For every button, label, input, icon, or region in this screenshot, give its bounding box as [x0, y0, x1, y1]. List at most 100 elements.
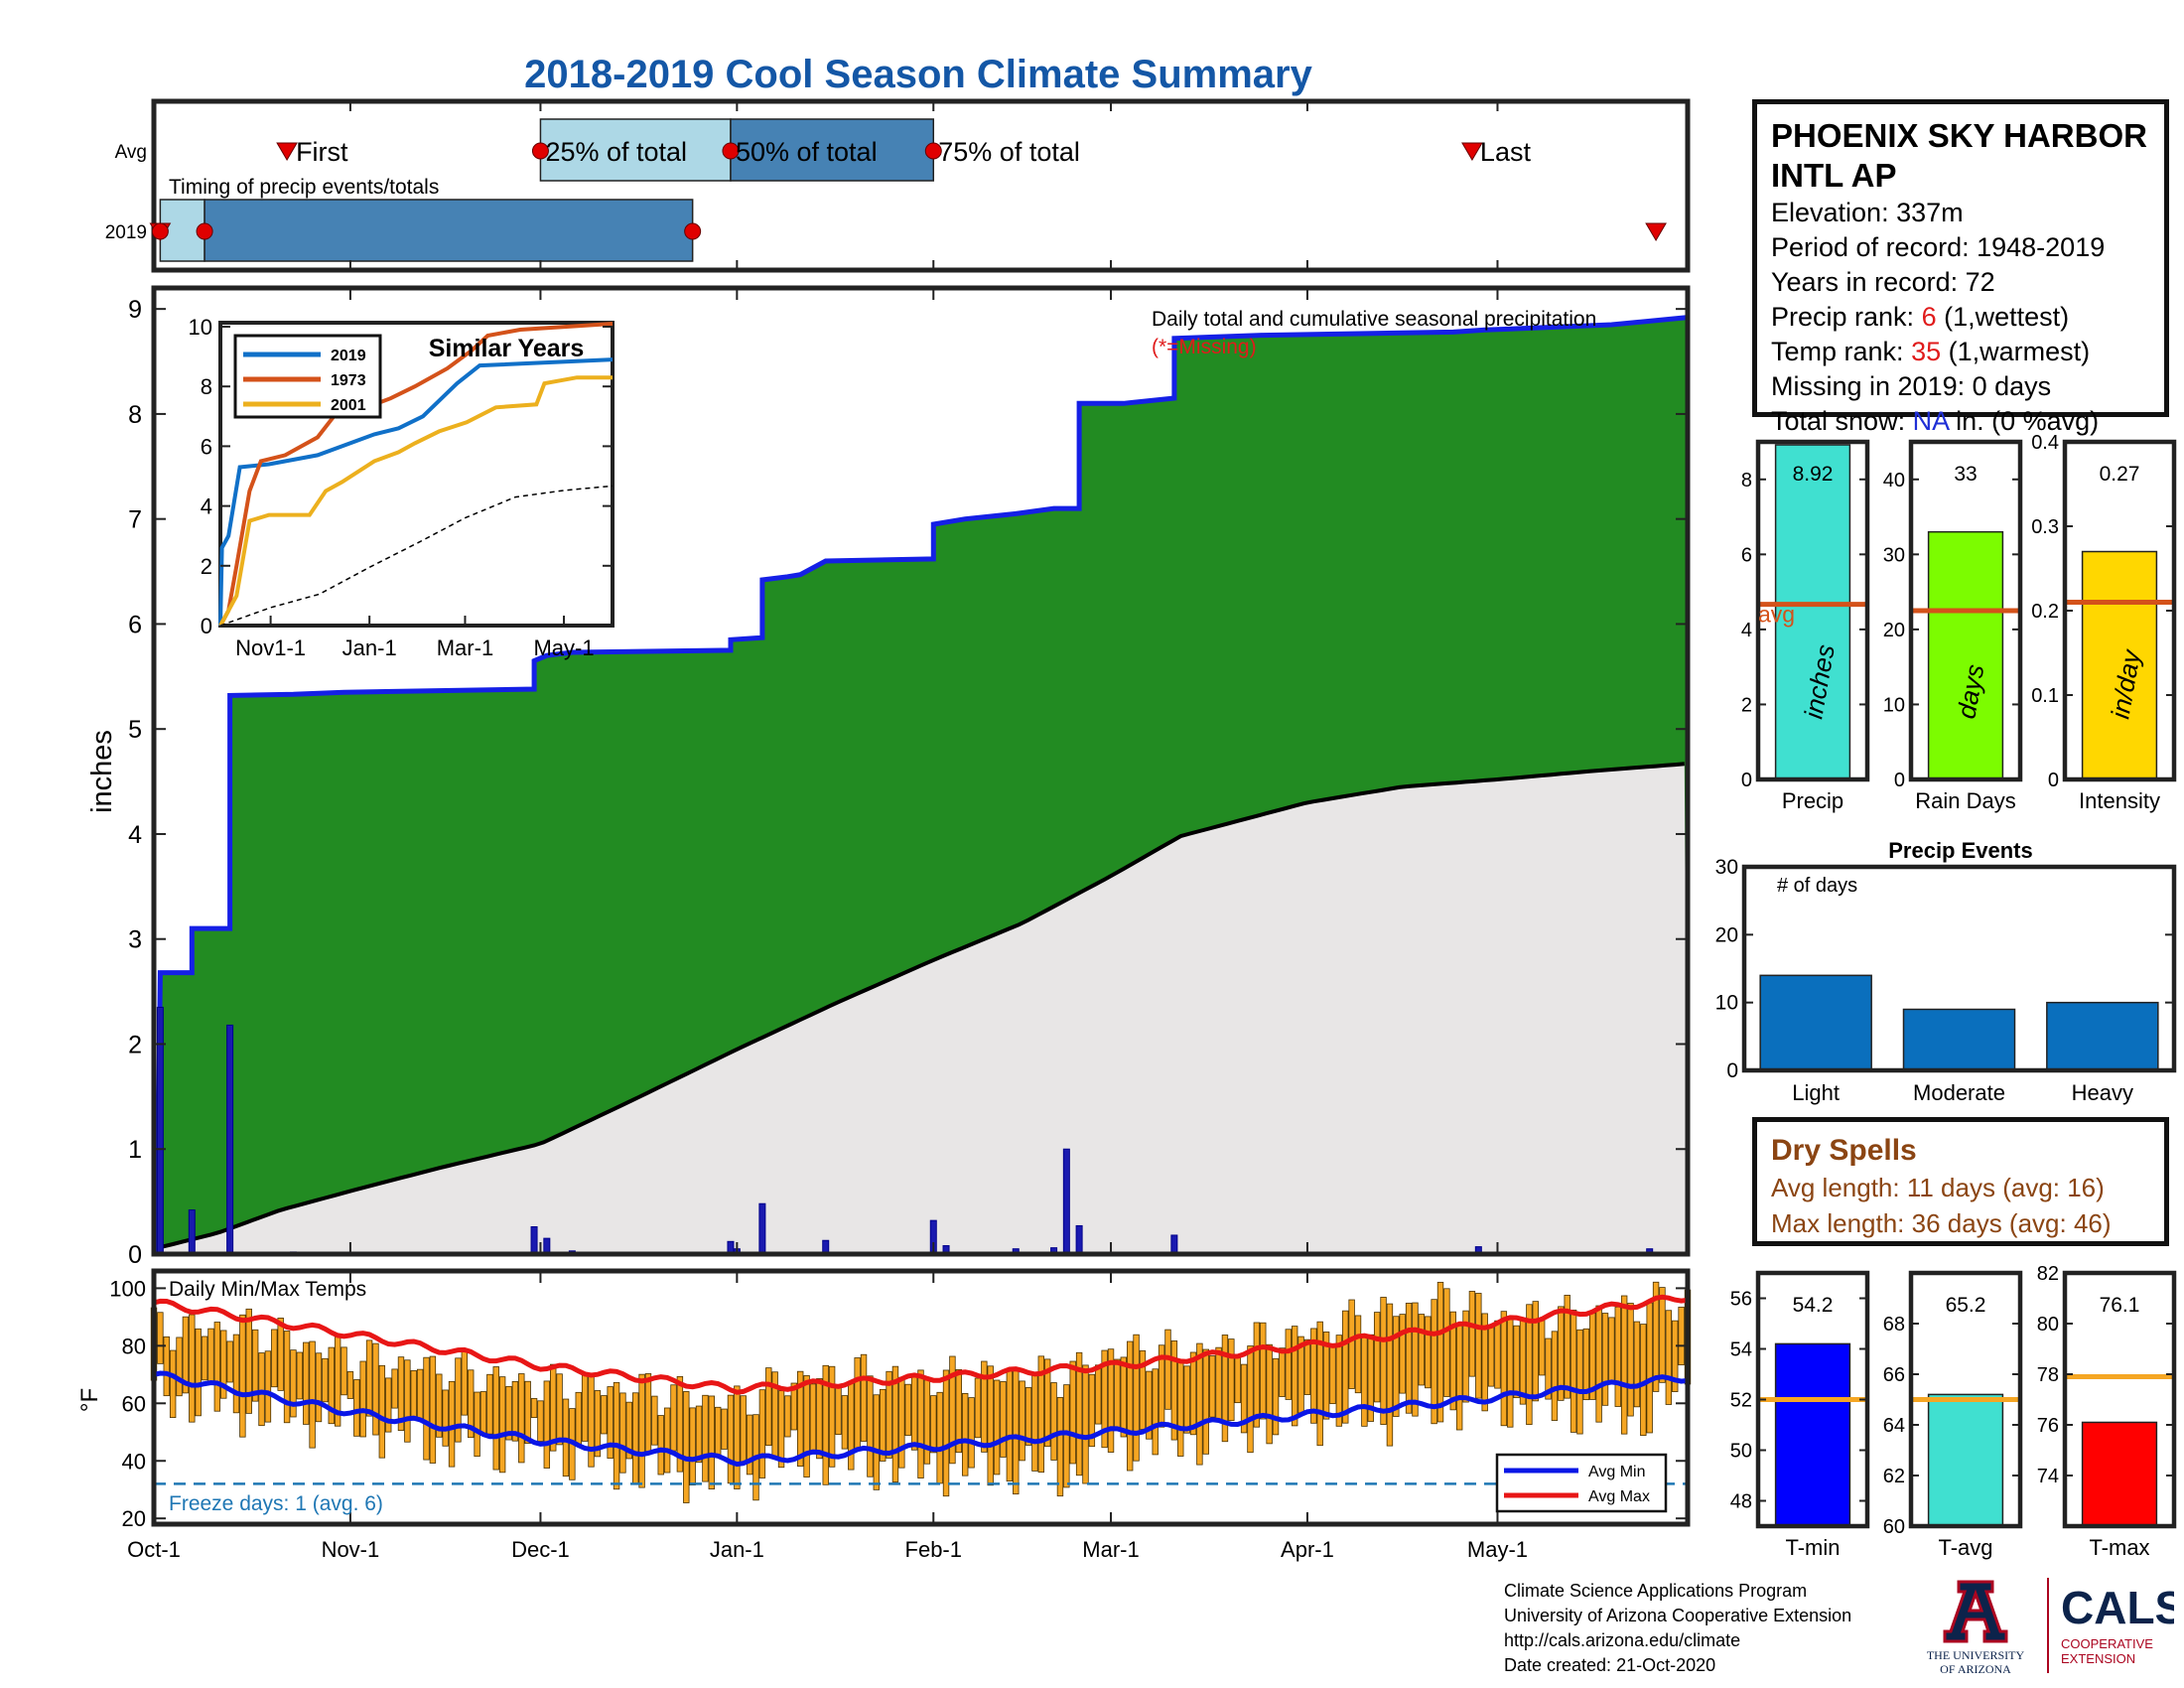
- daily-temp-bar: [1303, 1338, 1311, 1395]
- x-axis-tick-label: Jan-1: [710, 1537, 764, 1562]
- daily-temp-bar: [1633, 1321, 1641, 1408]
- daily-temp-bar: [575, 1391, 582, 1446]
- credits-line3[interactable]: http://cals.arizona.edu/climate: [1504, 1630, 1741, 1650]
- daily-temp-bar: [1475, 1293, 1482, 1399]
- daily-temp-bar: [1532, 1301, 1539, 1402]
- mini-chart-ytick-label: 0.4: [2031, 432, 2059, 454]
- similar-years-xtick-label: Mar-1: [437, 635, 493, 660]
- similar-years-ytick-label: 0: [201, 614, 212, 638]
- daily-temp-bar: [239, 1314, 246, 1438]
- daily-temp-bar: [474, 1391, 480, 1458]
- daily-temp-bar: [822, 1364, 829, 1485]
- daily-temp-bar: [961, 1393, 969, 1477]
- daily-temp-bar: [1095, 1364, 1102, 1425]
- mini-chart-ytick-label: 62: [1883, 1466, 1905, 1487]
- daily-temp-bar: [886, 1370, 892, 1459]
- station-name-line2: INTL AP: [1771, 157, 1897, 194]
- cumulative-avg-area: [154, 764, 1688, 1254]
- daily-precip-bar: [1075, 1224, 1083, 1255]
- daily-temp-bar: [1570, 1309, 1577, 1433]
- avg-p25-marker: [531, 142, 549, 160]
- mini-chart-precip: [1755, 439, 1870, 782]
- mini-chart-bar: [1774, 1342, 1851, 1527]
- daily-temp-bar: [1177, 1361, 1184, 1457]
- station-info-box: PHOENIX SKY HARBOR INTL AP Elevation: 33…: [1752, 99, 2169, 436]
- avg-max-line: [153, 1294, 1689, 1395]
- daily-temp-bar: [1361, 1336, 1368, 1427]
- daily-temp-bar: [1146, 1370, 1153, 1440]
- station-name: PHOENIX SKY HARBOR: [1771, 117, 2147, 154]
- daily-temp-bar: [1595, 1305, 1602, 1423]
- similar-years-ytick-label: 4: [201, 494, 212, 519]
- daily-temp-bar: [189, 1314, 196, 1423]
- mini-chart-ytick-label: 74: [2037, 1466, 2059, 1487]
- daily-temp-bar: [341, 1346, 347, 1396]
- daily-temp-bar: [264, 1350, 272, 1423]
- daily-temp-bar: [1659, 1287, 1666, 1383]
- daily-temp-bar: [898, 1376, 905, 1469]
- precip-events-title: Precip Events: [1888, 838, 2033, 863]
- daily-temp-bar: [1196, 1342, 1203, 1466]
- daily-temp-bar: [904, 1383, 911, 1436]
- daily-temp-bar: [353, 1379, 360, 1437]
- daily-temp-bar: [1126, 1340, 1134, 1472]
- daily-temp-bar: [1215, 1346, 1222, 1423]
- daily-precip-bar: [226, 1024, 234, 1255]
- freeze-days-note: Freeze days: 1 (avg. 6): [169, 1492, 383, 1515]
- daily-temp-bar: [468, 1369, 475, 1439]
- daily-temp-bar: [169, 1349, 177, 1418]
- similar-years-ytick-label: 10: [189, 315, 212, 340]
- temp-ytick-label: 20: [122, 1506, 146, 1531]
- temp-ytick-label: 60: [122, 1391, 146, 1416]
- daily-temp-bar: [530, 1398, 538, 1418]
- precip-events-bar: [1759, 974, 1872, 1071]
- snow-value: NA: [1912, 406, 1949, 436]
- university-of-arizona-logo[interactable]: THE UNIVERSITY OF ARIZONA: [1921, 1574, 2030, 1678]
- avg-last-label: Last: [1480, 137, 1532, 167]
- figure-title: 2018-2019 Cool Season Climate Summary: [524, 53, 1312, 96]
- daily-temp-bar: [1322, 1332, 1330, 1420]
- daily-temp-bar: [1240, 1363, 1248, 1434]
- temp-legend-box: [1495, 1453, 1668, 1513]
- daily-temp-bar: [486, 1373, 493, 1435]
- y2019-last-marker: [1645, 222, 1667, 241]
- daily-temp-bar: [867, 1375, 874, 1477]
- daily-temp-bar: [498, 1376, 506, 1474]
- x-axis-tick-label: Oct-1: [127, 1537, 181, 1562]
- daily-temp-bar: [1652, 1281, 1660, 1392]
- precip-rank-note: (1,wettest): [1936, 302, 2070, 332]
- timing-row-label-avg: Avg: [115, 142, 147, 163]
- mini-chart-intensity: [2062, 439, 2177, 782]
- daily-temp-bar: [1443, 1288, 1450, 1397]
- daily-temp-bar: [746, 1414, 753, 1476]
- cals-logo[interactable]: CALS COOPERATIVE EXTENSION: [2045, 1574, 2174, 1678]
- daily-temp-bar: [1620, 1295, 1628, 1435]
- daily-temp-bar: [1601, 1313, 1609, 1406]
- temp-legend-min-label: Avg Min: [1588, 1464, 1646, 1480]
- temp-panel-frame: [151, 1268, 1691, 1527]
- mini-chart-ytick-label: 60: [1883, 1516, 1905, 1538]
- daily-temp-bar: [777, 1390, 785, 1469]
- similar-years-line-2001: [218, 375, 613, 627]
- station-period: Period of record: 1948-2019: [1771, 232, 2106, 262]
- daily-temp-bar: [632, 1392, 639, 1484]
- daily-temp-bar: [981, 1360, 988, 1453]
- daily-temp-bar: [1208, 1355, 1216, 1418]
- mini-chart-t-avg: [1908, 1270, 2023, 1529]
- avg-timing-bar-50-75: [730, 118, 935, 182]
- daily-temp-bar: [365, 1339, 373, 1417]
- daily-temp-bar: [638, 1373, 645, 1488]
- daily-temp-bar: [1494, 1320, 1501, 1389]
- temp-ytick-label: 100: [109, 1276, 146, 1301]
- daily-temp-bar: [271, 1329, 278, 1388]
- daily-temp-bar: [1646, 1302, 1653, 1434]
- daily-temp-bar: [1075, 1351, 1083, 1477]
- mini-chart-value-label: 65.2: [1946, 1294, 1986, 1317]
- daily-temp-bar: [1373, 1312, 1381, 1403]
- daily-temp-bar: [157, 1312, 164, 1364]
- mini-chart-ytick-label: 40: [1883, 470, 1905, 492]
- mini-chart-category-label: Precip: [1782, 788, 1843, 813]
- mini-chart-ytick-label: 0.3: [2031, 516, 2059, 538]
- daily-temp-bar: [1272, 1357, 1280, 1436]
- daily-temp-bar: [556, 1373, 563, 1446]
